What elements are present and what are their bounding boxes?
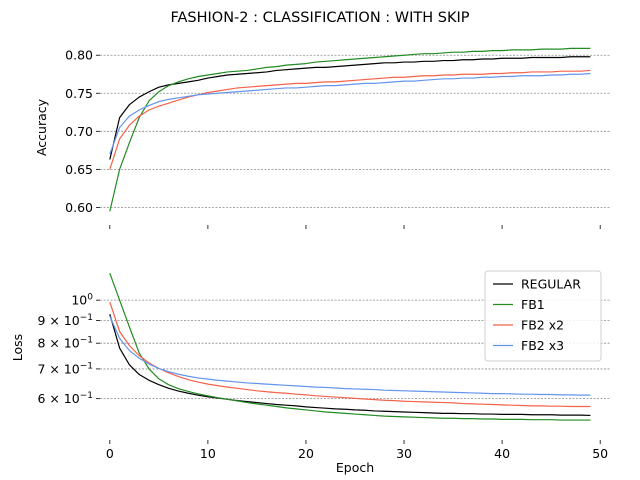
loss-y-tick-label: 7 × 10−1: [37, 361, 93, 376]
loss-y-axis-label: Loss: [10, 334, 25, 361]
figure-title: FASHION-2 : CLASSIFICATION : WITH SKIP: [170, 10, 469, 26]
loss-x-tick-label: 20: [298, 446, 314, 461]
accuracy-y-tick-label: 0.65: [65, 162, 93, 177]
legend-label-fb2-x3: FB2 x3: [521, 338, 564, 353]
accuracy-y-axis-label: Accuracy: [34, 98, 49, 156]
loss-x-ticks: 0 10 20 30 40 50: [106, 440, 608, 461]
accuracy-gridlines: [100, 54, 610, 208]
accuracy-line-fb2-x3: [109, 72, 591, 155]
loss-x-tick-label: 40: [494, 446, 510, 461]
accuracy-line-regular: [109, 56, 591, 160]
accuracy-x-ticks: [109, 225, 601, 229]
loss-x-axis-label: Epoch: [336, 460, 374, 475]
legend: REGULAR FB1 FB2 x2 FB2 x3: [484, 270, 602, 362]
legend-label-fb2-x2: FB2 x2: [521, 318, 564, 333]
accuracy-y-tick-label: 0.80: [65, 48, 93, 63]
accuracy-line-fb2-x2: [109, 69, 591, 170]
legend-label-regular: REGULAR: [521, 277, 581, 292]
loss-y-tick-label: 9 × 10−1: [37, 313, 93, 328]
loss-x-tick-label: 0: [106, 446, 114, 461]
legend-label-fb1: FB1: [521, 297, 545, 312]
loss-y-tick-label: 8 × 10−1: [37, 336, 93, 351]
loss-line-fb2-x2: [109, 301, 591, 408]
accuracy-y-tick-label: 0.70: [65, 124, 93, 139]
loss-y-tick-label: 100: [71, 293, 93, 308]
loss-line-fb1: [109, 273, 591, 421]
loss-subplot: 6 × 10−1 7 × 10−1 8 × 10−1 9 × 10−1 100 0 10 2…: [10, 273, 610, 475]
accuracy-y-tick-label: 0.75: [65, 86, 93, 101]
loss-series-lines: [109, 273, 591, 421]
loss-y-tick-label: 6 × 10−1: [37, 391, 93, 406]
loss-x-tick-label: 30: [396, 446, 412, 461]
accuracy-y-tick-label: 0.60: [65, 200, 93, 215]
loss-line-regular: [109, 313, 591, 417]
loss-y-ticks: 6 × 10−1 7 × 10−1 8 × 10−1 9 × 10−1 100: [37, 293, 100, 406]
accuracy-line-fb1: [109, 47, 591, 212]
accuracy-subplot: 0.60 0.65 0.70 0.75 0.80 Accuracy: [34, 48, 610, 229]
loss-line-fb2-x3: [109, 315, 591, 396]
accuracy-series-lines: [109, 47, 591, 212]
legend-frame: [484, 270, 602, 362]
loss-x-tick-label: 50: [592, 446, 608, 461]
accuracy-y-ticks: 0.60 0.65 0.70 0.75 0.80: [65, 48, 100, 215]
loss-x-tick-label: 10: [200, 446, 216, 461]
